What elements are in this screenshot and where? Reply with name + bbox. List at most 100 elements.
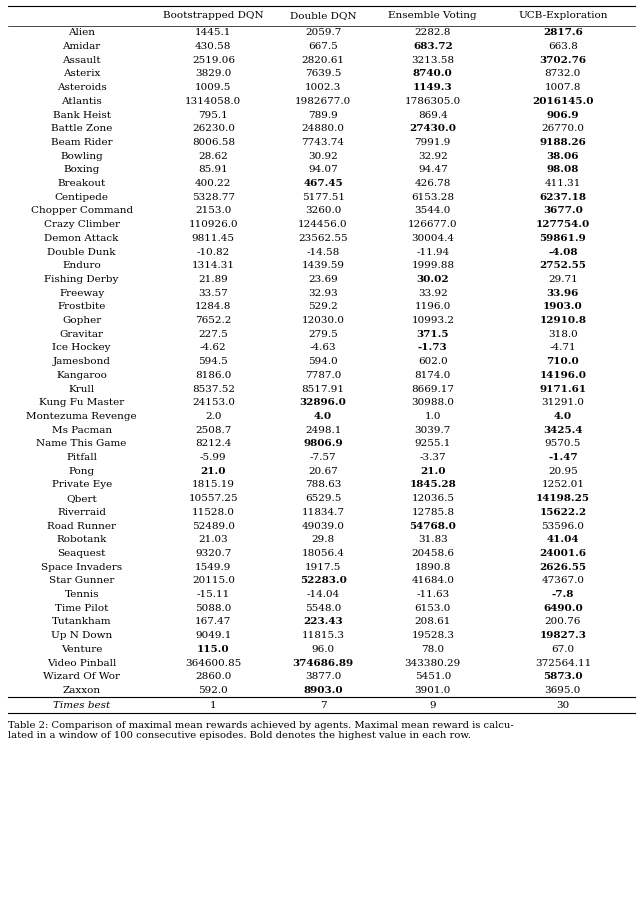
- Text: 9049.1: 9049.1: [195, 631, 232, 640]
- Text: 27430.0: 27430.0: [410, 124, 456, 133]
- Text: 8006.58: 8006.58: [192, 138, 235, 147]
- Text: 227.5: 227.5: [198, 330, 228, 339]
- Text: 14198.25: 14198.25: [536, 494, 590, 503]
- Text: 1002.3: 1002.3: [305, 84, 341, 92]
- Text: 59861.9: 59861.9: [540, 233, 586, 242]
- Text: 32.92: 32.92: [418, 152, 447, 161]
- Text: Robotank: Robotank: [56, 535, 107, 544]
- Text: 30988.0: 30988.0: [412, 398, 454, 408]
- Text: 430.58: 430.58: [195, 42, 232, 51]
- Text: 318.0: 318.0: [548, 330, 578, 339]
- Text: 6153.28: 6153.28: [412, 193, 454, 202]
- Text: 602.0: 602.0: [418, 357, 447, 366]
- Text: Atlantis: Atlantis: [61, 97, 102, 106]
- Text: 2860.0: 2860.0: [195, 673, 232, 682]
- Text: Ice Hockey: Ice Hockey: [52, 343, 111, 352]
- Text: UCB-Exploration: UCB-Exploration: [518, 12, 607, 21]
- Text: 12036.5: 12036.5: [412, 494, 454, 503]
- Text: Video Pinball: Video Pinball: [47, 658, 116, 667]
- Text: 54768.0: 54768.0: [410, 522, 456, 531]
- Text: 29.8: 29.8: [312, 535, 335, 544]
- Text: 85.91: 85.91: [198, 165, 228, 174]
- Text: 906.9: 906.9: [547, 110, 579, 119]
- Text: 5328.77: 5328.77: [192, 193, 235, 202]
- Text: 110926.0: 110926.0: [189, 220, 238, 229]
- Text: 52489.0: 52489.0: [192, 522, 235, 531]
- Text: 78.0: 78.0: [421, 645, 444, 654]
- Text: 96.0: 96.0: [312, 645, 335, 654]
- Text: 594.5: 594.5: [198, 357, 228, 366]
- Text: 2153.0: 2153.0: [195, 207, 232, 216]
- Text: 26230.0: 26230.0: [192, 124, 235, 133]
- Text: 52283.0: 52283.0: [300, 577, 346, 585]
- Text: 3901.0: 3901.0: [415, 686, 451, 695]
- Text: Private Eye: Private Eye: [52, 480, 112, 489]
- Text: 8186.0: 8186.0: [195, 371, 232, 380]
- Text: 11528.0: 11528.0: [192, 508, 235, 517]
- Text: Table 2: Comparison of maximal mean rewards achieved by agents. Maximal mean rew: Table 2: Comparison of maximal mean rewa…: [8, 721, 514, 740]
- Text: 1284.8: 1284.8: [195, 303, 232, 312]
- Text: 167.47: 167.47: [195, 618, 232, 627]
- Text: 372564.11: 372564.11: [535, 658, 591, 667]
- Text: 5088.0: 5088.0: [195, 603, 232, 612]
- Text: Pitfall: Pitfall: [66, 453, 97, 462]
- Text: 4.0: 4.0: [554, 412, 572, 421]
- Text: Demon Attack: Demon Attack: [45, 233, 119, 242]
- Text: Tutankham: Tutankham: [52, 618, 111, 627]
- Text: 3039.7: 3039.7: [415, 426, 451, 435]
- Text: 8174.0: 8174.0: [415, 371, 451, 380]
- Text: 5451.0: 5451.0: [415, 673, 451, 682]
- Text: 9171.61: 9171.61: [540, 384, 586, 393]
- Text: 2752.55: 2752.55: [540, 261, 586, 270]
- Text: Ensemble Voting: Ensemble Voting: [388, 12, 477, 21]
- Text: 279.5: 279.5: [308, 330, 338, 339]
- Text: 7991.9: 7991.9: [415, 138, 451, 147]
- Text: 1845.28: 1845.28: [410, 480, 456, 489]
- Text: 8212.4: 8212.4: [195, 439, 232, 448]
- Text: 21.89: 21.89: [198, 275, 228, 284]
- Text: 1999.88: 1999.88: [412, 261, 454, 270]
- Text: -10.82: -10.82: [196, 248, 230, 257]
- Text: -1.47: -1.47: [548, 453, 578, 462]
- Text: Assault: Assault: [62, 56, 101, 65]
- Text: 19827.3: 19827.3: [540, 631, 586, 640]
- Text: 14196.0: 14196.0: [540, 371, 586, 380]
- Text: 2498.1: 2498.1: [305, 426, 341, 435]
- Text: Bank Heist: Bank Heist: [52, 110, 111, 119]
- Text: 67.0: 67.0: [551, 645, 575, 654]
- Text: 28.62: 28.62: [198, 152, 228, 161]
- Text: 24880.0: 24880.0: [301, 124, 344, 133]
- Text: Asterix: Asterix: [63, 69, 100, 78]
- Text: 1982677.0: 1982677.0: [295, 97, 351, 106]
- Text: 683.72: 683.72: [413, 42, 452, 51]
- Text: Pong: Pong: [68, 467, 95, 476]
- Text: 789.9: 789.9: [308, 110, 338, 119]
- Text: 12785.8: 12785.8: [412, 508, 454, 517]
- Text: 9255.1: 9255.1: [415, 439, 451, 448]
- Text: 795.1: 795.1: [198, 110, 228, 119]
- Text: 1009.5: 1009.5: [195, 84, 232, 92]
- Text: 20.95: 20.95: [548, 467, 578, 476]
- Text: 1786305.0: 1786305.0: [404, 97, 461, 106]
- Text: 32.93: 32.93: [308, 288, 338, 297]
- Text: 8732.0: 8732.0: [545, 69, 581, 78]
- Text: 1903.0: 1903.0: [543, 303, 583, 312]
- Text: Bootstrapped DQN: Bootstrapped DQN: [163, 12, 264, 21]
- Text: Ms Pacman: Ms Pacman: [52, 426, 112, 435]
- Text: Up N Down: Up N Down: [51, 631, 112, 640]
- Text: 1252.01: 1252.01: [541, 480, 584, 489]
- Text: 30: 30: [556, 700, 570, 709]
- Text: 32896.0: 32896.0: [300, 398, 346, 408]
- Text: 1.0: 1.0: [424, 412, 441, 421]
- Text: 6490.0: 6490.0: [543, 603, 583, 612]
- Text: 20.67: 20.67: [308, 467, 338, 476]
- Text: 663.8: 663.8: [548, 42, 578, 51]
- Text: -4.08: -4.08: [548, 248, 578, 257]
- Text: 6237.18: 6237.18: [540, 193, 586, 202]
- Text: 364600.85: 364600.85: [185, 658, 241, 667]
- Text: Times best: Times best: [53, 700, 110, 709]
- Text: 7652.2: 7652.2: [195, 316, 232, 325]
- Text: -5.99: -5.99: [200, 453, 227, 462]
- Text: Breakout: Breakout: [58, 179, 106, 188]
- Text: 29.71: 29.71: [548, 275, 578, 284]
